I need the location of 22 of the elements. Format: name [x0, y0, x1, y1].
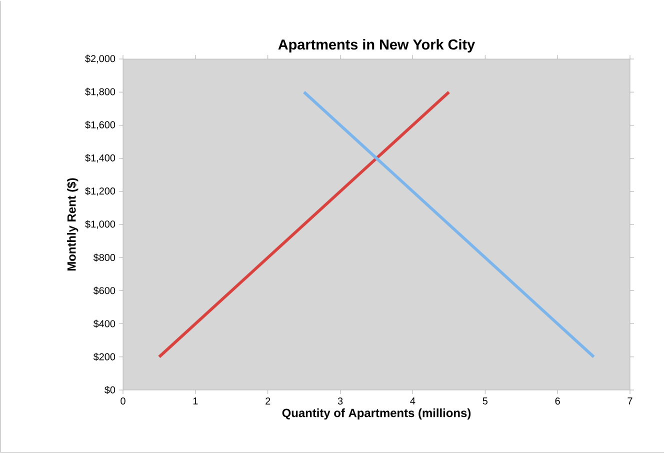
- x-tick-label: 0: [120, 398, 126, 405]
- x-tick-label: 5: [482, 398, 488, 404]
- y-tick-label: $1,200: [85, 187, 116, 196]
- y-tick-label: $0: [104, 386, 116, 394]
- y-tick-label: $1,400: [85, 154, 116, 163]
- chart-title: Apartments in New York City: [278, 39, 476, 53]
- y-tick-label: $1,800: [85, 88, 116, 96]
- x-tick-label: 6: [555, 398, 560, 405]
- y-tick-label: $800: [93, 254, 116, 262]
- y-tick-label: $1,600: [85, 120, 116, 130]
- x-tick-label: 4: [410, 398, 416, 404]
- x-tick-label: 7: [628, 398, 632, 404]
- y-tick-label: $1,000: [85, 220, 116, 229]
- x-tick-label: 1: [193, 398, 198, 404]
- y-axis-title: Monthly Rent ($): [66, 178, 78, 271]
- y-tick-label: $200: [93, 352, 116, 361]
- y-tick-label: $600: [93, 286, 116, 295]
- x-axis-title: Quantity of Apartments (millions): [282, 408, 471, 420]
- y-tick-label: $400: [93, 320, 116, 328]
- x-tick-label: 3: [338, 398, 343, 405]
- y-tick-label: $2,000: [85, 54, 116, 64]
- x-tick-label: 2: [266, 398, 270, 404]
